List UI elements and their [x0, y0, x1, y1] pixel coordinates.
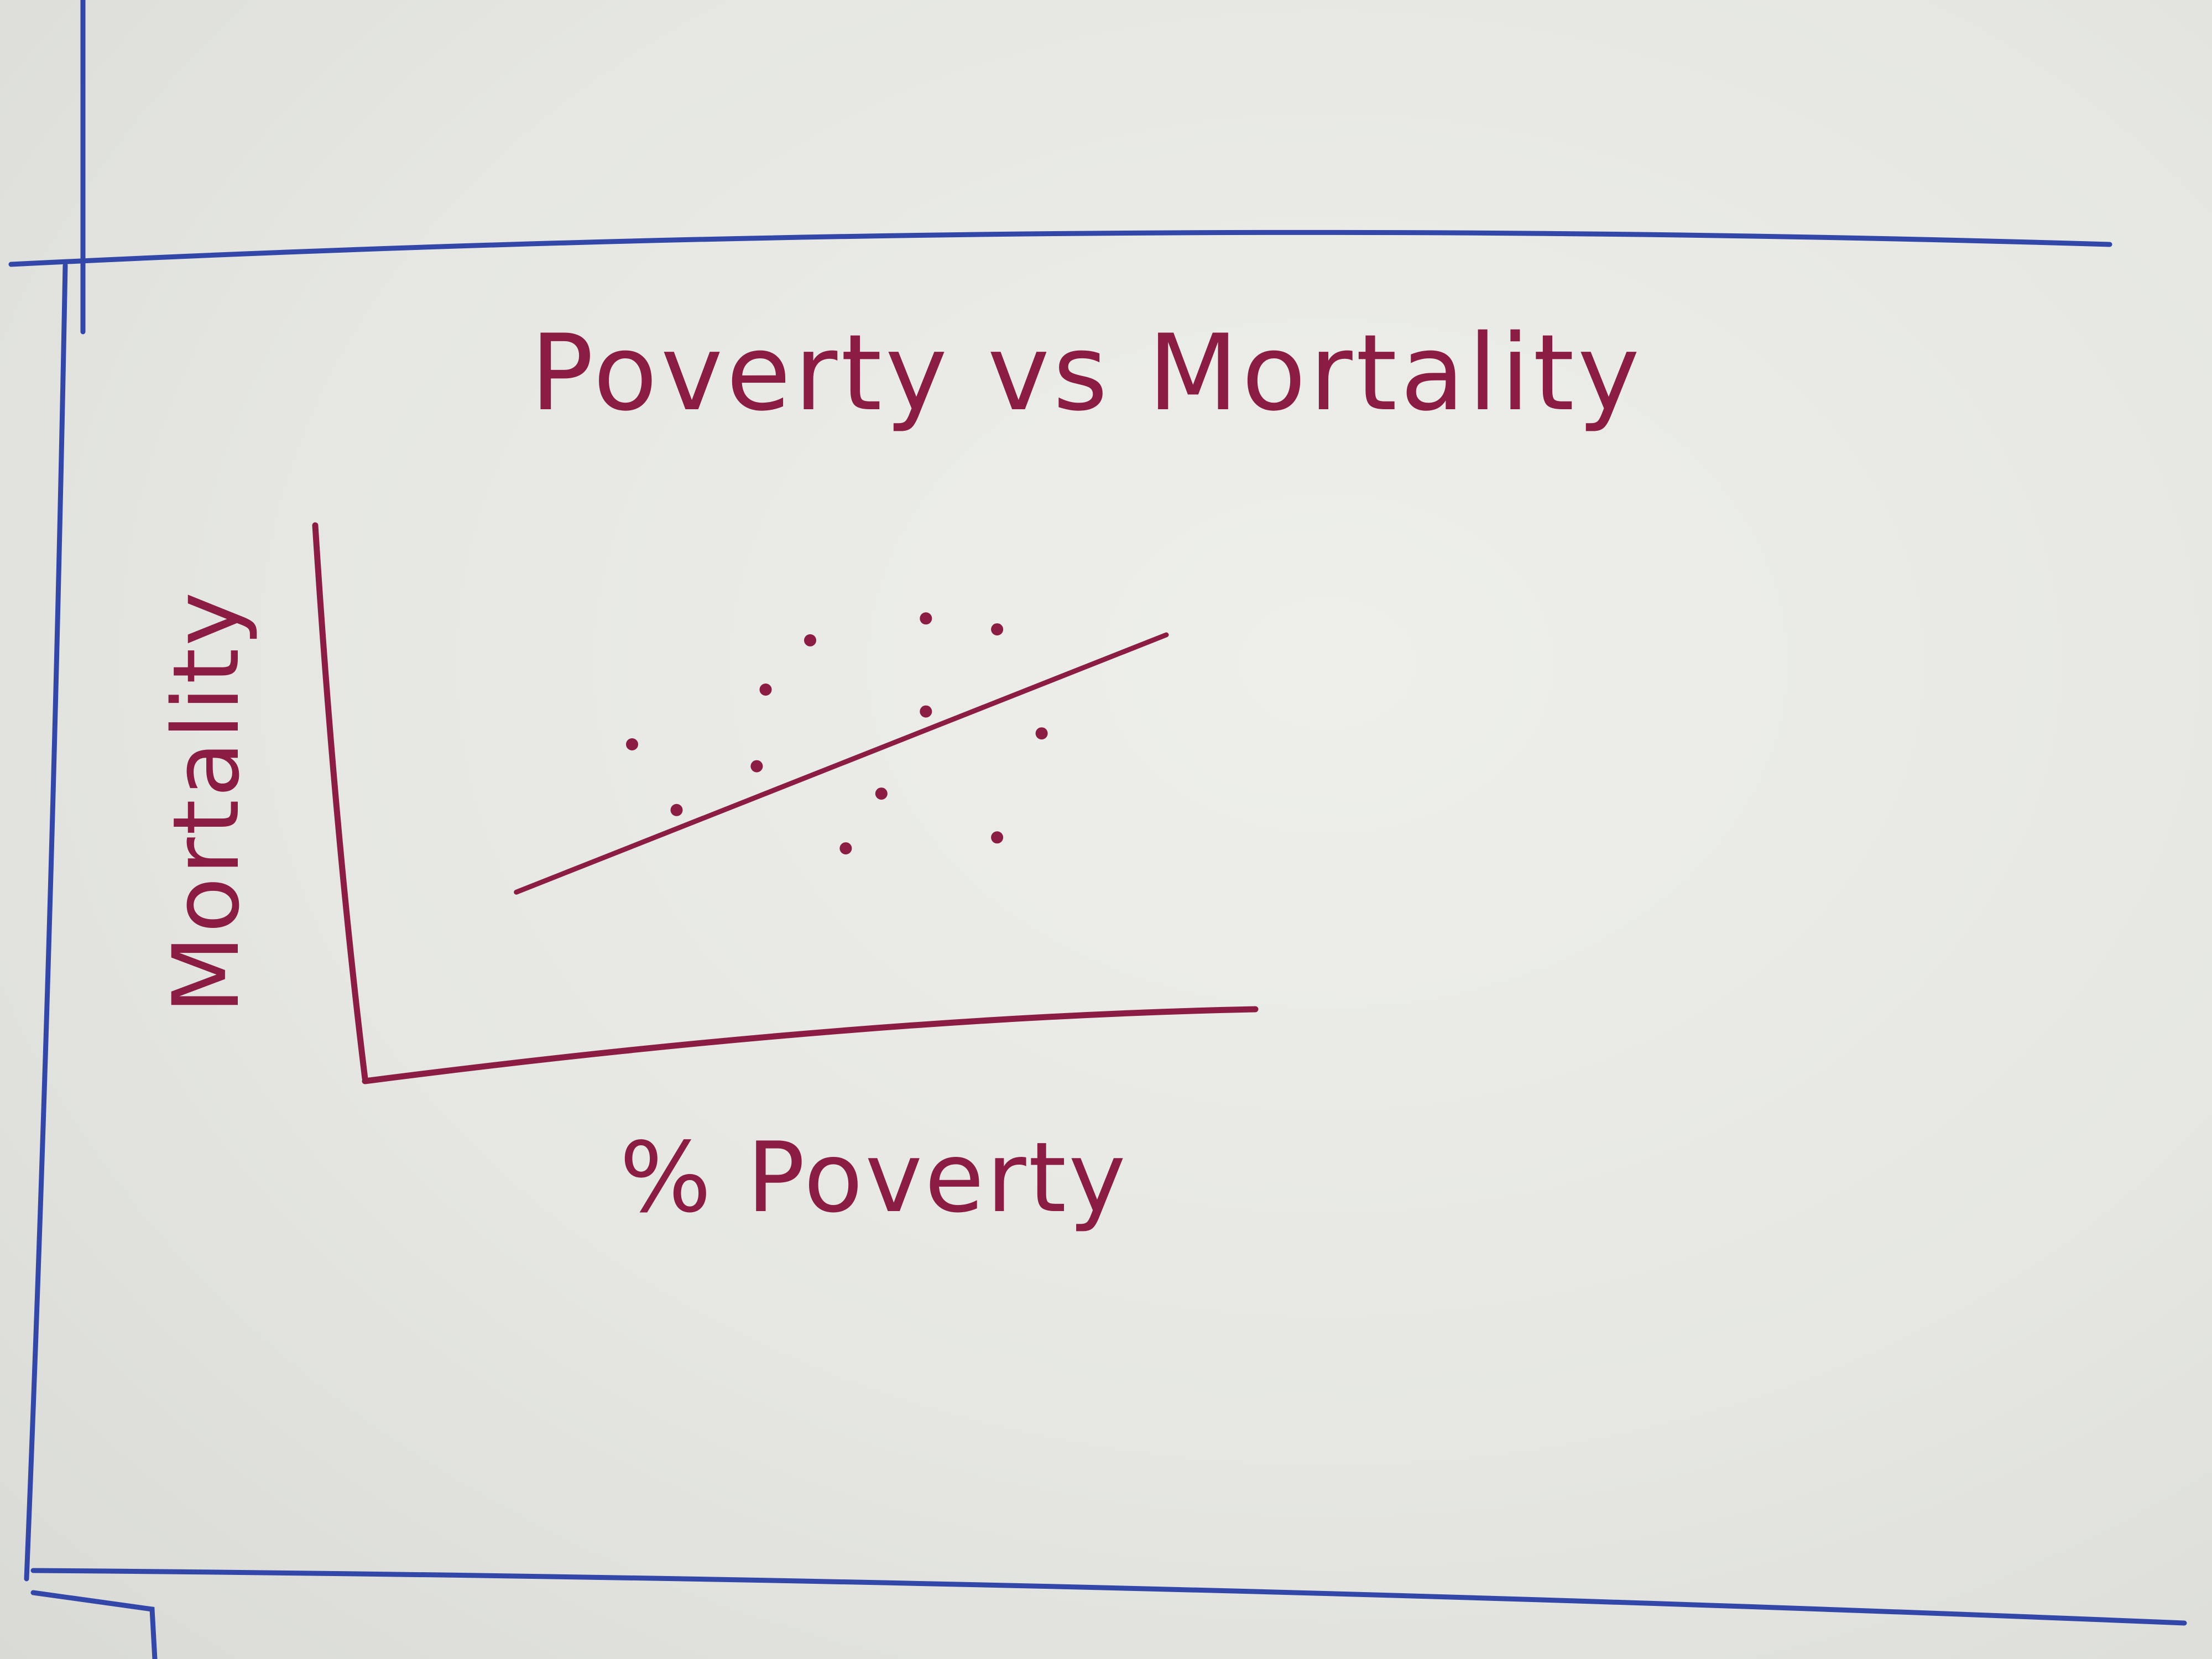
page-frame [8, 0, 2187, 1659]
frame-bottom-left-mark [30, 1590, 158, 1659]
data-point-12 [1035, 727, 1048, 740]
data-point-11 [991, 623, 1004, 636]
data-point-8 [920, 612, 932, 625]
y-axis-line [312, 522, 368, 1082]
data-point-10 [991, 831, 1004, 844]
x-axis-label: % Poverty [619, 1122, 1128, 1234]
plot-area [514, 612, 1169, 895]
chart-title: Poverty vs Mortality [530, 312, 1643, 434]
data-point-7 [875, 787, 888, 800]
frame-top-line [8, 229, 2112, 267]
x-axis-line [362, 1006, 1259, 1084]
data-point-9 [920, 705, 932, 718]
data-point-2 [670, 804, 683, 816]
data-point-4 [759, 684, 772, 696]
y-axis-label: Mortality [153, 590, 259, 1014]
data-point-1 [626, 738, 638, 750]
frame-bottom-line [30, 1568, 2187, 1626]
data-point-6 [839, 842, 852, 855]
frame-left-line [24, 263, 68, 1582]
data-point-3 [750, 760, 763, 773]
data-point-5 [804, 634, 816, 646]
axes [312, 522, 1259, 1084]
trend-line [514, 632, 1169, 895]
